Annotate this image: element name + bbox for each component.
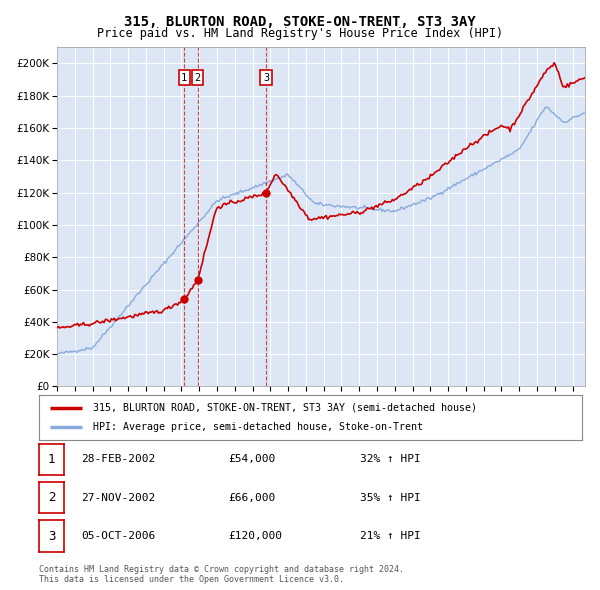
Text: 2: 2 [48, 491, 55, 504]
Text: 3: 3 [48, 529, 55, 543]
Text: 32% ↑ HPI: 32% ↑ HPI [360, 454, 421, 464]
Text: £54,000: £54,000 [228, 454, 275, 464]
Text: This data is licensed under the Open Government Licence v3.0.: This data is licensed under the Open Gov… [39, 575, 344, 584]
Text: 1: 1 [181, 73, 187, 83]
Text: 05-OCT-2006: 05-OCT-2006 [81, 531, 155, 541]
Text: 35% ↑ HPI: 35% ↑ HPI [360, 493, 421, 503]
Text: 3: 3 [263, 73, 269, 83]
Text: HPI: Average price, semi-detached house, Stoke-on-Trent: HPI: Average price, semi-detached house,… [94, 422, 424, 432]
Text: Contains HM Land Registry data © Crown copyright and database right 2024.: Contains HM Land Registry data © Crown c… [39, 565, 404, 575]
Text: £120,000: £120,000 [228, 531, 282, 541]
Text: 21% ↑ HPI: 21% ↑ HPI [360, 531, 421, 541]
Text: 315, BLURTON ROAD, STOKE-ON-TRENT, ST3 3AY (semi-detached house): 315, BLURTON ROAD, STOKE-ON-TRENT, ST3 3… [94, 403, 478, 412]
Text: £66,000: £66,000 [228, 493, 275, 503]
Text: 1: 1 [48, 453, 55, 466]
Text: 2: 2 [194, 73, 201, 83]
Text: 315, BLURTON ROAD, STOKE-ON-TRENT, ST3 3AY: 315, BLURTON ROAD, STOKE-ON-TRENT, ST3 3… [124, 15, 476, 29]
Text: Price paid vs. HM Land Registry's House Price Index (HPI): Price paid vs. HM Land Registry's House … [97, 27, 503, 40]
Text: 27-NOV-2002: 27-NOV-2002 [81, 493, 155, 503]
Text: 28-FEB-2002: 28-FEB-2002 [81, 454, 155, 464]
